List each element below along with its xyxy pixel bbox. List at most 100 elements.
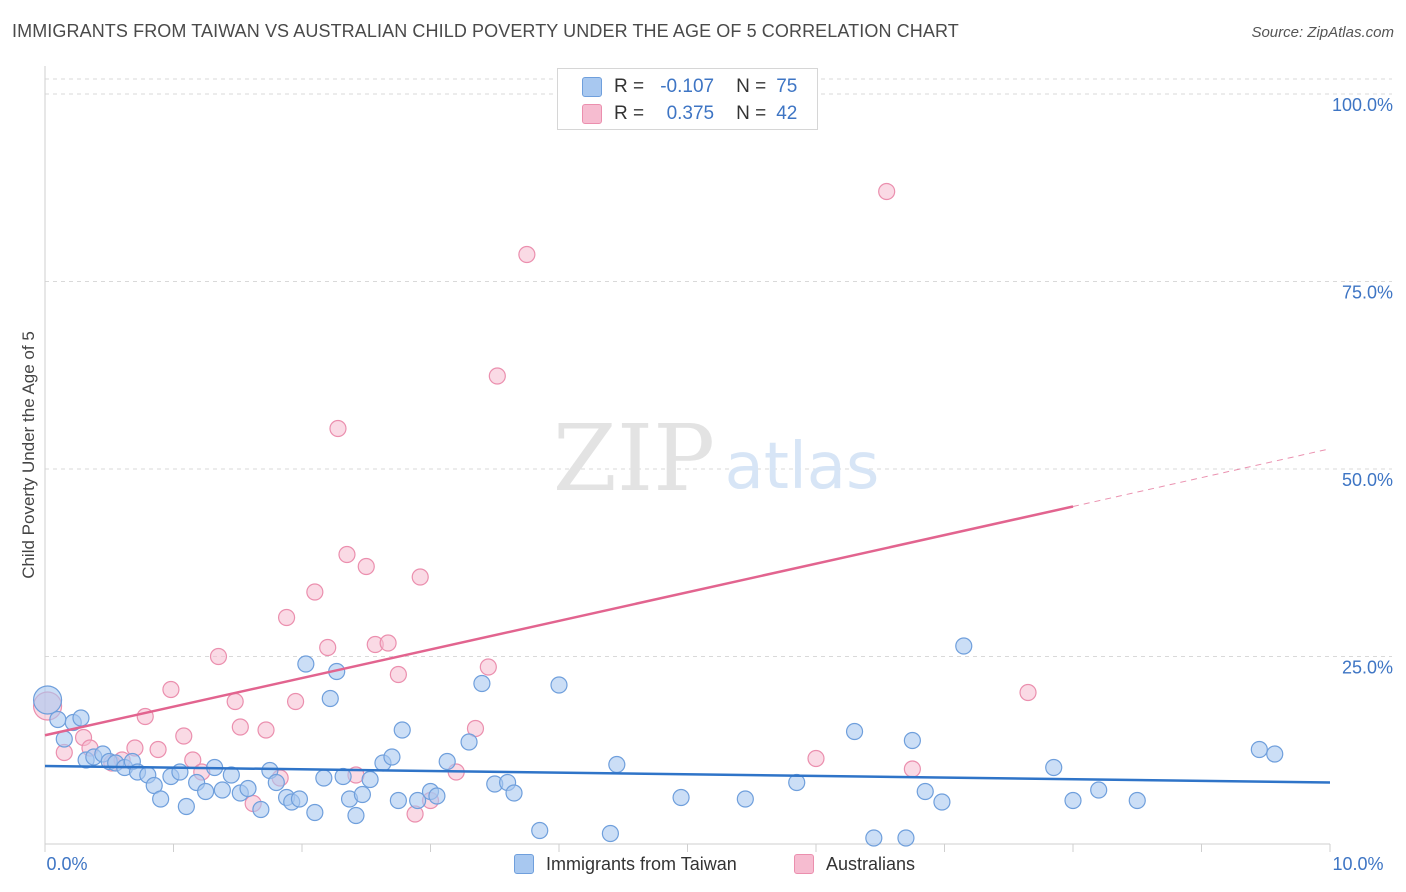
taiwan-point	[353, 785, 371, 804]
taiwan-point	[72, 709, 90, 727]
australians-point	[319, 638, 337, 657]
taiwan-point	[933, 793, 951, 811]
taiwan-point	[347, 806, 365, 825]
taiwan-point	[1045, 758, 1063, 777]
taiwan-point	[171, 763, 189, 781]
legend-r-label: R =	[614, 76, 645, 97]
taiwan-point	[438, 752, 456, 771]
taiwan-point	[32, 685, 63, 715]
australians-trend-line	[44, 505, 1074, 737]
taiwan-point	[213, 781, 231, 799]
australians-point	[479, 658, 497, 676]
taiwan-point	[531, 821, 549, 840]
taiwan-point	[473, 674, 491, 693]
trend-lines	[44, 448, 1331, 784]
australians-point	[209, 647, 228, 666]
taiwan-point	[389, 791, 407, 810]
legend-r-label: R =	[614, 103, 645, 124]
taiwan-point	[903, 731, 921, 750]
australians-point	[389, 665, 407, 684]
legend-n-label: N =	[736, 103, 767, 124]
correlation-legend: R = -0.107 N = 75 R = 0.375 N = 42	[557, 68, 818, 130]
bottom-legend-swatch-pink	[794, 854, 814, 874]
watermark: ZIP atlas	[553, 405, 879, 512]
taiwan-point	[321, 689, 339, 708]
australians-point	[379, 634, 397, 652]
taiwan-point	[1266, 745, 1284, 763]
watermark-atlas: atlas	[725, 430, 880, 504]
taiwan-point	[383, 748, 401, 766]
taiwan-point	[252, 800, 270, 819]
taiwan-point	[460, 733, 478, 751]
australians-point	[231, 718, 249, 736]
y-tick-label: 75.0%	[1342, 283, 1393, 303]
australians-point	[257, 721, 275, 739]
taiwan-point	[608, 755, 626, 774]
australians-point	[277, 608, 296, 627]
taiwan-point	[409, 791, 427, 810]
chart-title: IMMIGRANTS FROM TAIWAN VS AUSTRALIAN CHI…	[12, 21, 959, 41]
legend-swatch-pink	[582, 104, 602, 124]
taiwan-point	[845, 722, 864, 741]
taiwan-point	[955, 637, 973, 655]
australians-point	[488, 367, 506, 385]
taiwan-point	[239, 779, 257, 798]
taiwan-point	[49, 710, 67, 729]
grid-layer	[44, 66, 1392, 852]
australians-point	[411, 568, 429, 586]
australians-point	[286, 692, 305, 711]
australians-point	[903, 760, 921, 778]
australians-point	[226, 692, 244, 711]
australians-point	[175, 727, 193, 745]
bottom-legend-label-australians: Australians	[826, 853, 916, 874]
legend-swatch-blue	[582, 77, 602, 97]
taiwan-point	[361, 770, 379, 789]
australians-points	[32, 182, 1037, 823]
taiwan-points	[32, 637, 1284, 847]
taiwan-point	[916, 782, 934, 801]
legend-n-label: N =	[736, 76, 767, 97]
taiwan-point	[672, 788, 690, 807]
australians-point	[162, 680, 180, 699]
australians-point	[807, 749, 825, 768]
y-tick-label: 25.0%	[1342, 658, 1393, 678]
taiwan-point	[897, 829, 915, 847]
australians-point	[329, 419, 347, 438]
taiwan-point	[297, 655, 315, 673]
legend-n-value: 42	[776, 103, 798, 124]
y-tick-label: 50.0%	[1342, 470, 1393, 490]
source-label: Source: ZipAtlas.com	[1251, 24, 1394, 41]
taiwan-point	[736, 790, 754, 808]
taiwan-point	[222, 766, 240, 784]
australians-trend-extension	[1072, 448, 1331, 507]
taiwan-trend-line	[44, 764, 1331, 784]
taiwan-point	[505, 784, 523, 802]
legend-r-value: -0.107	[660, 76, 715, 97]
taiwan-point	[601, 824, 620, 843]
legend-row-taiwan: R = -0.107 N = 75	[582, 74, 797, 100]
x-tick-label: 0.0%	[46, 854, 87, 874]
legend-r-value: 0.375	[666, 103, 715, 124]
taiwan-point	[1128, 791, 1146, 810]
legend-row-australians: R = 0.375 N = 42	[582, 101, 797, 127]
taiwan-point	[290, 790, 309, 808]
australians-point	[338, 545, 356, 564]
bottom-legend-australians: Australians	[794, 852, 915, 876]
taiwan-point	[197, 782, 215, 801]
bottom-legend-taiwan: Immigrants from Taiwan	[514, 852, 737, 876]
taiwan-point	[393, 721, 411, 739]
australians-point	[149, 740, 167, 759]
legend-n-value: 75	[776, 76, 798, 97]
taiwan-point	[177, 797, 195, 816]
australians-point	[878, 182, 896, 201]
taiwan-point	[315, 769, 333, 787]
taiwan-point	[865, 829, 883, 847]
taiwan-point	[1090, 781, 1108, 799]
taiwan-point	[267, 773, 285, 792]
australians-point	[1019, 683, 1037, 702]
taiwan-point	[334, 767, 352, 786]
taiwan-point	[306, 803, 324, 822]
axis-ticks: 25.0% 50.0% 75.0% 100.0% 0.0% 10.0%	[46, 95, 1393, 874]
bottom-legend-swatch-blue	[514, 854, 534, 874]
